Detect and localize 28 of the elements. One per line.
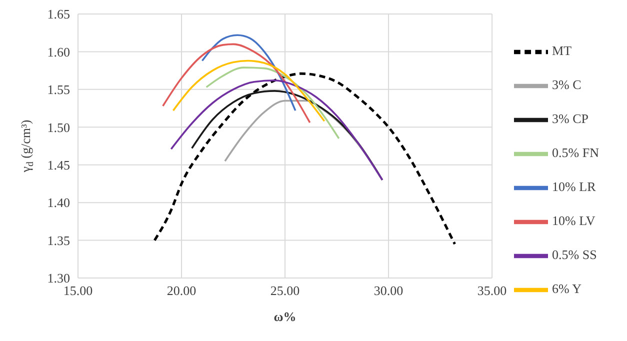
y-tick-label: 1.40	[47, 195, 70, 210]
line-series	[170, 79, 384, 181]
legend-label: MT	[552, 42, 572, 58]
line-series	[201, 34, 296, 112]
legend-label: 0.5% FN	[552, 144, 599, 160]
y-tick-label: 1.65	[47, 6, 70, 22]
line-series	[172, 60, 326, 122]
legend-label: 3% CP	[552, 110, 589, 126]
x-tick-label: 25.00	[270, 283, 300, 298]
line-series	[162, 43, 311, 124]
legend-label: 10% LR	[552, 178, 596, 194]
legend-label: 3% C	[552, 76, 582, 92]
y-tick-label: 1.30	[47, 270, 70, 286]
x-tick-label: 20.00	[166, 283, 196, 298]
y-tick-label: 1.50	[47, 120, 70, 135]
y-tick-label: 1.35	[47, 232, 70, 248]
legend-label: 10% LV	[552, 212, 596, 228]
y-tick-label: 1.55	[47, 82, 70, 98]
x-tick-label: 35.00	[477, 283, 507, 298]
y-tick-label: 1.60	[47, 44, 70, 60]
x-tick-label: 15.00	[63, 283, 93, 298]
line-series	[205, 66, 340, 140]
line-series	[153, 72, 456, 246]
x-axis-title: ω%	[274, 309, 296, 324]
legend-label: 6% Y	[552, 280, 582, 296]
y-tick-label: 1.45	[47, 157, 70, 172]
legend-label: 0.5% SS	[552, 246, 597, 262]
x-tick-label: 30.00	[374, 283, 404, 298]
